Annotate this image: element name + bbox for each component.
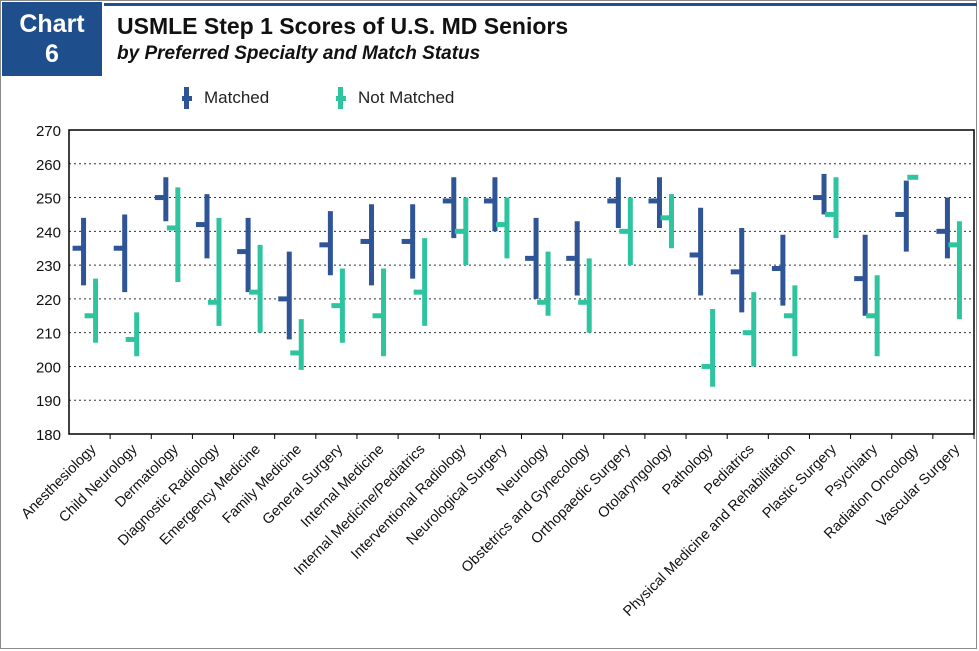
header-rule bbox=[104, 3, 977, 6]
chart-subtitle: by Preferred Specialty and Match Status bbox=[117, 43, 481, 64]
y-tick-label: 180 bbox=[36, 427, 61, 444]
badge-label: Chart bbox=[19, 10, 85, 38]
y-tick-label: 210 bbox=[36, 326, 61, 343]
legend-item-not-matched: Not Matched bbox=[336, 86, 454, 110]
y-tick-label: 190 bbox=[36, 393, 61, 410]
y-tick-label: 270 bbox=[36, 123, 61, 140]
chart-number-badge: Chart 6 bbox=[2, 2, 102, 76]
y-tick-label: 240 bbox=[36, 224, 61, 241]
y-tick-label: 230 bbox=[36, 258, 61, 275]
legend-item-matched: Matched bbox=[182, 86, 269, 110]
y-tick-label: 220 bbox=[36, 292, 61, 309]
y-tick-label: 200 bbox=[36, 359, 61, 376]
legend-not-matched-label: Not Matched bbox=[358, 88, 455, 107]
badge-number: 6 bbox=[45, 40, 59, 68]
y-tick-label: 260 bbox=[36, 157, 61, 174]
legend-matched-tick bbox=[182, 96, 192, 101]
legend-matched-label: Matched bbox=[204, 88, 270, 107]
plot-area-border bbox=[68, 129, 975, 435]
x-tick-label: Plastic Surgery bbox=[760, 441, 841, 522]
legend-matched-swatch bbox=[182, 87, 198, 109]
y-tick-label: 250 bbox=[36, 191, 61, 208]
legend-not-matched-tick bbox=[336, 96, 346, 101]
legend-not-matched-swatch bbox=[336, 87, 352, 109]
chart-title: USMLE Step 1 Scores of U.S. MD Seniors bbox=[117, 13, 569, 39]
x-tick-label: Otolaryngology bbox=[595, 441, 676, 522]
